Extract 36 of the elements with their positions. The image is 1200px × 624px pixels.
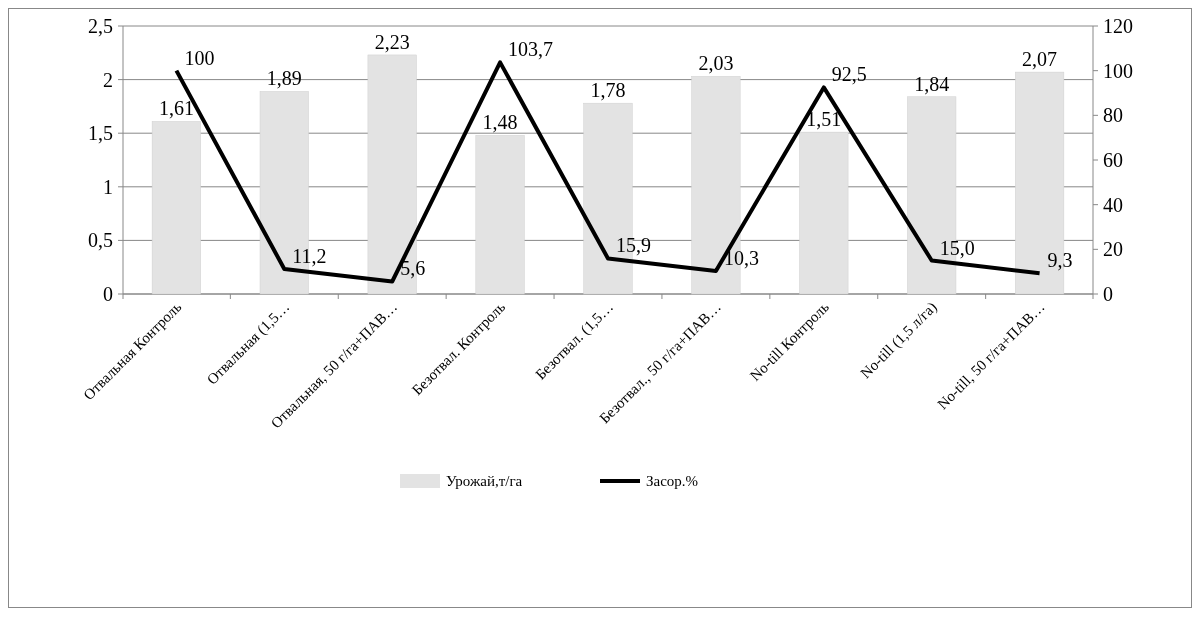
- y-tick-label: 1: [103, 175, 113, 198]
- y2-tick-label: 120: [1103, 15, 1133, 37]
- bar: [475, 135, 525, 295]
- data-label: 100: [184, 46, 215, 69]
- y-tick-label: 1,5: [88, 122, 113, 145]
- data-label: 15,9: [616, 234, 651, 257]
- data-label: 1,89: [266, 67, 302, 90]
- y2-tick-label: 20: [1103, 238, 1123, 261]
- data-label: 10,3: [723, 247, 759, 269]
- y-tick-label: 0: [103, 283, 113, 305]
- data-label: 15,0: [939, 236, 975, 259]
- data-label: 2,03: [698, 52, 734, 75]
- data-label: 5,6: [400, 257, 426, 280]
- y2-tick-label: 80: [1103, 104, 1123, 127]
- y-tick-label: 2: [103, 68, 113, 91]
- data-label: 103,7: [508, 38, 554, 61]
- bar: [151, 121, 201, 295]
- data-label: 1,61: [158, 97, 194, 120]
- data-label: 1,78: [590, 79, 626, 102]
- y-tick-label: 0,5: [88, 229, 113, 252]
- data-label: 1,48: [482, 111, 518, 134]
- y2-tick-label: 40: [1103, 193, 1123, 216]
- legend-label: Урожай,т/га: [446, 473, 523, 490]
- data-label: 9,3: [1047, 249, 1073, 272]
- data-label: 11,2: [292, 244, 327, 267]
- y-tick-label: 2,5: [88, 15, 113, 37]
- data-label: 2,23: [374, 30, 410, 53]
- data-label: 1,84: [914, 72, 950, 95]
- y2-tick-label: 0: [1103, 283, 1113, 305]
- y2-tick-label: 60: [1103, 149, 1123, 171]
- data-label: 2,07: [1022, 48, 1058, 71]
- data-label: 1,51: [806, 108, 842, 131]
- bar: [799, 131, 849, 295]
- data-label: 92,5: [831, 63, 867, 86]
- y2-tick-label: 100: [1103, 59, 1133, 82]
- legend-label: Засор.%: [646, 473, 699, 490]
